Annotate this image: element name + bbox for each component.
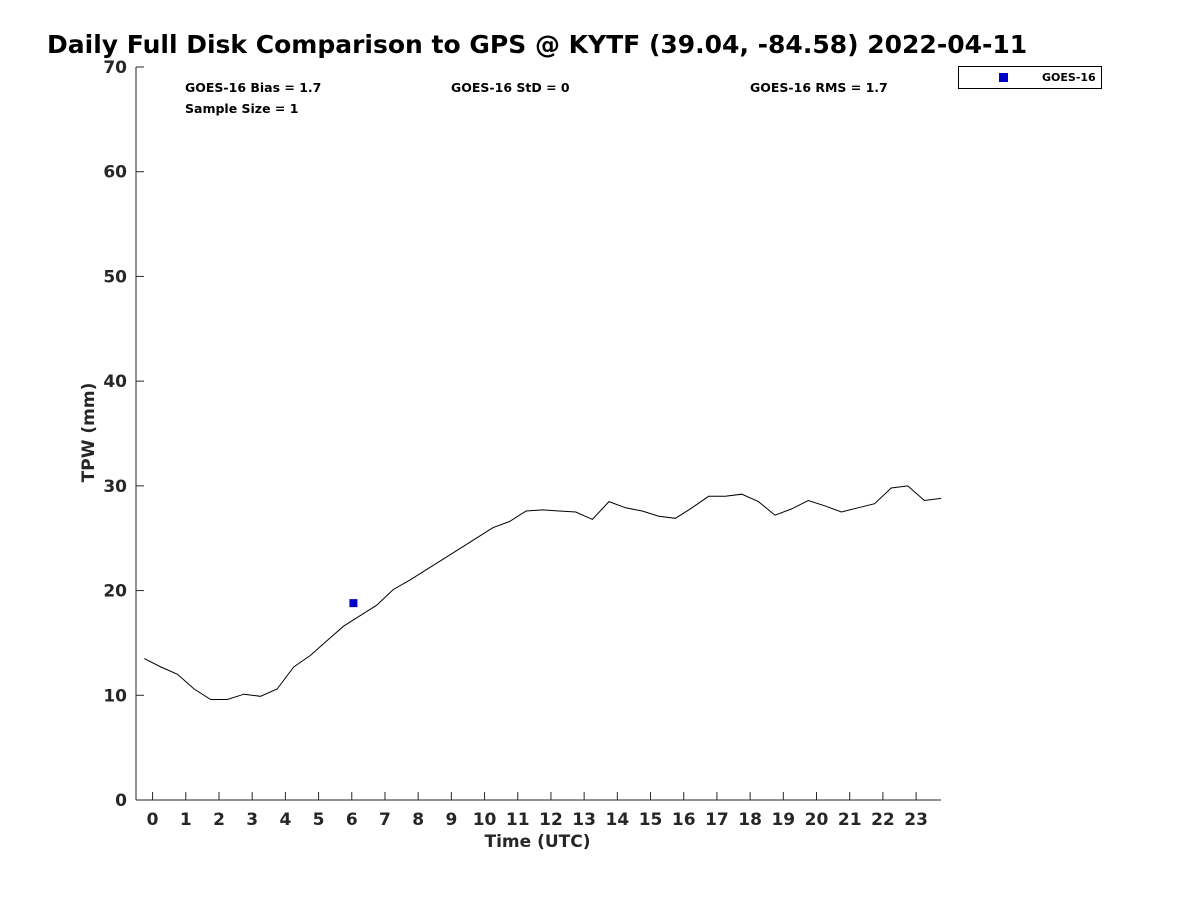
goes16-point <box>349 599 358 608</box>
legend: GOES-16 <box>958 66 1102 89</box>
x-tick-label: 11 <box>506 810 530 830</box>
gps-tpw-line <box>144 485 942 700</box>
x-tick-label: 23 <box>904 810 928 830</box>
x-tick-label: 3 <box>246 810 258 830</box>
x-tick-label: 10 <box>473 810 497 830</box>
chart-title: Daily Full Disk Comparison to GPS @ KYTF… <box>47 30 1028 59</box>
x-tick-label: 9 <box>445 810 457 830</box>
x-tick-label: 21 <box>838 810 862 830</box>
y-tick-label: 10 <box>103 686 127 706</box>
x-tick-label: 0 <box>147 810 159 830</box>
x-tick-label: 15 <box>639 810 663 830</box>
std-stat: GOES-16 StD = 0 <box>451 80 570 95</box>
x-tick-label: 5 <box>313 810 325 830</box>
x-tick-label: 22 <box>871 810 895 830</box>
y-tick-label: 0 <box>115 791 127 811</box>
y-tick-label: 40 <box>103 372 127 392</box>
sample-size-stat: Sample Size = 1 <box>185 101 299 116</box>
x-tick-label: 20 <box>805 810 829 830</box>
y-axis-title: TPW (mm) <box>79 383 99 483</box>
x-tick-label: 14 <box>606 810 630 830</box>
legend-box <box>958 66 1102 89</box>
bias-stat: GOES-16 Bias = 1.7 <box>185 80 322 95</box>
x-tick-label: 4 <box>279 810 291 830</box>
x-tick-label: 1 <box>180 810 192 830</box>
y-tick-label: 50 <box>103 267 127 287</box>
rms-stat: GOES-16 RMS = 1.7 <box>750 80 888 95</box>
x-tick-label: 12 <box>539 810 563 830</box>
legend-marker <box>999 73 1008 82</box>
x-tick-label: 19 <box>771 810 795 830</box>
x-tick-label: 13 <box>572 810 596 830</box>
x-tick-label: 2 <box>213 810 225 830</box>
x-tick-label: 17 <box>705 810 729 830</box>
y-tick-label: 20 <box>103 582 127 602</box>
legend-label: GOES-16 <box>1042 71 1096 84</box>
x-axis-title: Time (UTC) <box>484 832 590 852</box>
x-tick-label: 6 <box>346 810 358 830</box>
x-tick-label: 7 <box>379 810 391 830</box>
x-tick-label: 8 <box>412 810 424 830</box>
plot-area <box>144 485 942 700</box>
x-tick-label: 18 <box>738 810 762 830</box>
y-tick-label: 30 <box>103 477 127 497</box>
x-tick-label: 16 <box>672 810 696 830</box>
y-tick-label: 60 <box>103 163 127 183</box>
y-tick-label: 70 <box>103 58 127 78</box>
